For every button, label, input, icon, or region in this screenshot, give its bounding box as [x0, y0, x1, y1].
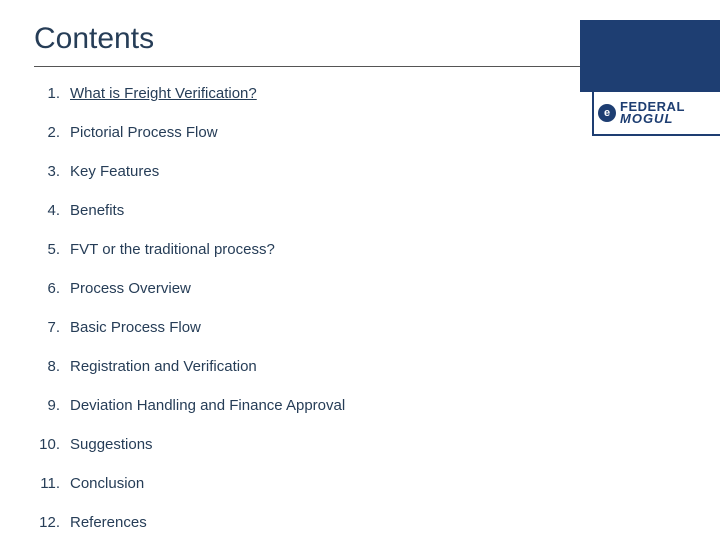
toc-item: FVT or the traditional process?: [34, 241, 686, 259]
logo-text: FEDERAL MOGUL: [620, 101, 685, 126]
table-of-contents: What is Freight Verification? Pictorial …: [34, 85, 686, 532]
toc-label: FVT or the traditional process?: [70, 241, 275, 258]
toc-label: Conclusion: [70, 475, 144, 492]
toc-label: Registration and Verification: [70, 358, 257, 375]
toc-label: Process Overview: [70, 280, 191, 297]
toc-label: References: [70, 514, 147, 531]
toc-label: Deviation Handling and Finance Approval: [70, 397, 345, 414]
logo-badge-icon: e: [598, 104, 616, 122]
logo-line2: MOGUL: [620, 113, 685, 125]
toc-item: Basic Process Flow: [34, 319, 686, 337]
logo-bar: [580, 20, 720, 92]
toc-label: Pictorial Process Flow: [70, 124, 218, 141]
toc-label: What is Freight Verification?: [70, 85, 257, 102]
toc-item: Pictorial Process Flow: [34, 124, 686, 142]
toc-item: Registration and Verification: [34, 358, 686, 376]
toc-label: Suggestions: [70, 436, 153, 453]
toc-label: Benefits: [70, 202, 124, 219]
toc-label: Key Features: [70, 163, 159, 180]
toc-item: Conclusion: [34, 475, 686, 493]
toc-item: Deviation Handling and Finance Approval: [34, 397, 686, 415]
toc-item: Process Overview: [34, 280, 686, 298]
toc-item: Suggestions: [34, 436, 686, 454]
brand-logo: e FEDERAL MOGUL: [580, 20, 720, 92]
toc-item: Key Features: [34, 163, 686, 181]
logo-inner: e FEDERAL MOGUL: [592, 92, 720, 136]
toc-label: Basic Process Flow: [70, 319, 201, 336]
slide-contents: Contents What is Freight Verification? P…: [0, 0, 720, 540]
toc-item: References: [34, 514, 686, 532]
toc-item: Benefits: [34, 202, 686, 220]
